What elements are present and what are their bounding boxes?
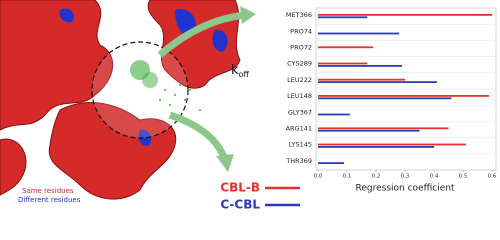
- bar: [318, 162, 345, 164]
- x-tick-label: 0.4: [430, 174, 439, 180]
- bar: [318, 97, 452, 100]
- y-tick-label: LEU148: [287, 92, 312, 100]
- x-tick-label: 0.0: [314, 174, 323, 180]
- x-tick-label: 0.5: [459, 174, 468, 180]
- bar: [318, 129, 420, 132]
- bar: [318, 32, 400, 35]
- bar: [318, 78, 405, 81]
- bar: [318, 46, 374, 49]
- x-tick-label: 0.6: [488, 174, 497, 180]
- chart: 0.0 0.1 0.2 0.3 0.4 0.5 0.6 Regression coeffici…: [220, 7, 497, 211]
- x-tick-label: 0.1: [343, 174, 352, 180]
- legend-label: CBL-B: [220, 181, 260, 195]
- bar: [318, 62, 368, 65]
- y-tick-label: MET366: [286, 11, 312, 19]
- y-tick-label: LEU222: [287, 76, 312, 84]
- bar: [318, 14, 492, 16]
- surface: [0, 0, 114, 131]
- different-label: Different residues: [18, 196, 81, 204]
- bar: [318, 16, 368, 19]
- rate-symbol: k: [231, 63, 239, 78]
- y-tick-label: THR369: [285, 157, 312, 165]
- arrow-head: [216, 154, 234, 172]
- bar: [318, 143, 466, 146]
- bar: [318, 127, 449, 130]
- y-tick-label: GLY367: [288, 108, 312, 116]
- bar: [318, 146, 434, 148]
- surface: [0, 138, 27, 196]
- y-tick-label: LYS145: [289, 141, 312, 149]
- bar: [318, 113, 350, 116]
- bar: [318, 95, 490, 97]
- y-tick-label: ARG141: [286, 125, 312, 133]
- rate-subscript: off: [239, 70, 250, 79]
- rate-label: koff: [231, 63, 249, 79]
- figure: koff Same residues Different residues 0.…: [0, 0, 497, 211]
- y-tick-label: PRO72: [290, 44, 312, 52]
- y-tick-label: CYS289: [287, 60, 312, 68]
- legend-label: C-CBL: [220, 198, 260, 211]
- x-tick-label: 0.3: [401, 174, 410, 180]
- x-axis-title: Regression coefficient: [356, 184, 455, 194]
- arrow-head: [240, 6, 256, 24]
- protein-image: koff Same residues Different residues: [0, 0, 256, 210]
- ligand-cloud: [130, 60, 201, 111]
- surface: [48, 102, 177, 200]
- x-tick-label: 0.2: [372, 174, 381, 180]
- y-tick-label: PRO74: [290, 27, 312, 35]
- bar: [318, 65, 403, 67]
- same-label: Same residues: [22, 187, 74, 195]
- binding-site: [91, 41, 189, 139]
- arrow: [157, 11, 246, 58]
- arrow: [168, 111, 229, 162]
- bar: [318, 81, 437, 83]
